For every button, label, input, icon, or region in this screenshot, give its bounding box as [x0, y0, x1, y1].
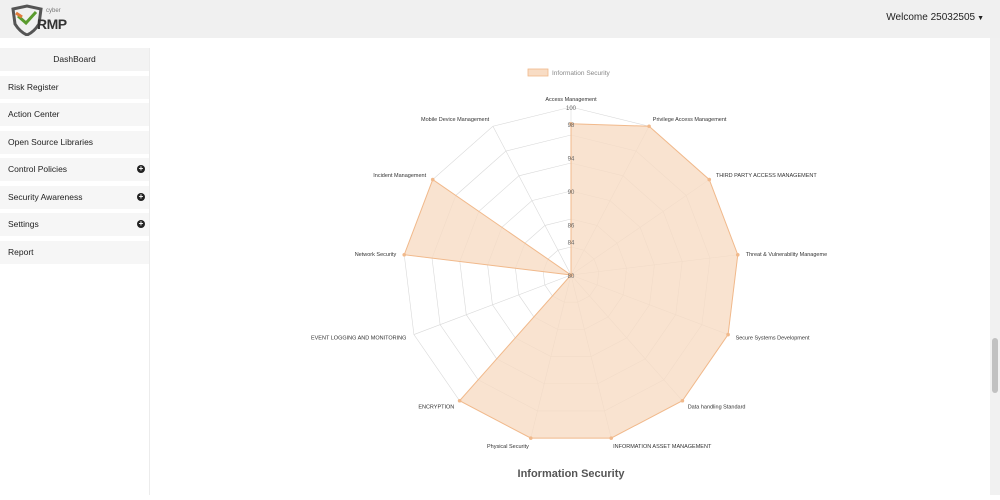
sidebar-item-label: Open Source Libraries — [8, 136, 94, 147]
category-label: EVENT LOGGING AND MONITORING — [311, 335, 406, 341]
shield-logo-icon — [11, 4, 43, 36]
sidebar-item-control-policies[interactable]: Control Policies + — [0, 158, 149, 181]
sidebar-item-report[interactable]: Report — [0, 240, 149, 264]
sidebar-item-label: Control Policies — [8, 164, 68, 174]
sidebar-item-open-source-libraries[interactable]: Open Source Libraries — [0, 130, 149, 154]
sidebar-item-settings[interactable]: Settings + — [0, 213, 149, 236]
plus-circle-icon[interactable]: + — [137, 219, 145, 228]
user-menu[interactable]: Welcome 25032505 ▼ — [886, 12, 984, 23]
logo-rmp-text: RMP — [37, 16, 67, 32]
data-point[interactable] — [609, 436, 614, 440]
sidebar-item-security-awareness[interactable]: Security Awareness + — [0, 185, 149, 209]
radial-tick-label: 100 — [566, 106, 577, 112]
data-point[interactable] — [707, 177, 712, 182]
data-point[interactable] — [402, 252, 407, 257]
category-label: Mobile Device Management — [421, 117, 490, 123]
radial-tick-label: 84 — [568, 240, 575, 246]
data-point[interactable] — [680, 398, 685, 403]
sidebar-item-label: Report — [8, 246, 34, 257]
sidebar-item-label: DashBoard — [53, 54, 96, 64]
category-label: INFORMATION ASSET MANAGEMENT — [613, 444, 712, 450]
category-label: Incident Management — [373, 173, 426, 179]
grid-spoke — [492, 126, 572, 276]
category-label: Secure Systems Development — [736, 335, 810, 341]
main-content: 80 84 86 90 94 98 100 Access Management Privileg… — [150, 48, 990, 495]
category-label: THIRD PARTY ACCESS MANAGEMENT — [716, 173, 817, 179]
category-label: Physical Security — [487, 444, 529, 450]
data-point[interactable] — [726, 332, 730, 337]
sidebar-item-dashboard[interactable]: DashBoard — [0, 48, 149, 71]
sidebar-item-label: Risk Register — [8, 81, 59, 92]
chart-title: Information Security — [518, 468, 626, 480]
radial-tick-label: 98 — [568, 123, 575, 129]
logo-cyber-text: cyber — [46, 8, 61, 14]
data-point[interactable] — [457, 398, 462, 403]
category-label: Privilege Access Management — [653, 117, 727, 123]
radial-tick-label: 94 — [568, 156, 575, 162]
data-point[interactable] — [528, 436, 533, 440]
data-point[interactable] — [647, 124, 651, 129]
data-point[interactable] — [569, 122, 573, 126]
caret-down-icon: ▼ — [977, 15, 984, 22]
category-label: Threat & Vulnerability Manageme — [746, 252, 827, 258]
radial-tick-label: 90 — [568, 190, 575, 196]
category-label: Data handling Standard — [688, 405, 746, 411]
sidebar-item-action-center[interactable]: Action Center — [0, 103, 149, 126]
data-point[interactable] — [569, 273, 573, 277]
sidebar: DashBoard Risk Register Action Center Open … — [0, 48, 150, 495]
sidebar-item-label: Security Awareness — [8, 191, 83, 202]
grid-spoke — [413, 274, 572, 335]
sidebar-item-risk-register[interactable]: Risk Register — [0, 75, 149, 99]
data-point[interactable] — [735, 252, 740, 257]
category-label: Network Security — [355, 252, 397, 258]
radial-tick-label: 86 — [568, 224, 575, 230]
scrollbar-thumb[interactable] — [992, 338, 998, 393]
legend-label[interactable]: Information Security — [552, 70, 611, 77]
scrollbar[interactable] — [990, 38, 1000, 495]
data-point[interactable] — [430, 177, 435, 182]
sidebar-item-label: Settings — [8, 219, 39, 229]
series-area — [403, 123, 739, 439]
plus-circle-icon[interactable]: + — [137, 191, 145, 201]
radar-chart: 80 84 86 90 94 98 100 Access Management Privileg… — [311, 68, 827, 480]
category-label: Access Management — [545, 97, 597, 103]
category-label: ENCRYPTION — [418, 405, 454, 411]
legend-swatch[interactable] — [527, 68, 549, 77]
top-bar: cyber RMP Welcome 25032505 ▼ — [0, 0, 1000, 38]
sidebar-item-label: Action Center — [8, 109, 60, 119]
welcome-label: Welcome 25032505 — [886, 12, 976, 23]
plus-circle-icon[interactable]: + — [137, 164, 145, 173]
radial-tick-label: 80 — [568, 274, 575, 280]
